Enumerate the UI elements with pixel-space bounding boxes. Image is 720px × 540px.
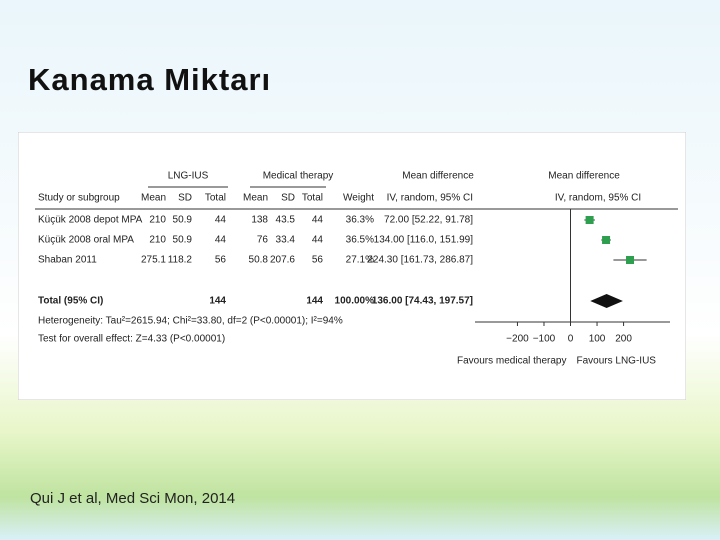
forest-plot: LNG-IUS Medical therapy Mean difference Mea…	[18, 132, 686, 400]
cell: 224.30 [161.73, 286.87]	[367, 255, 473, 266]
group-header: Medical therapy	[263, 171, 334, 182]
column-header: IV, random, 95% CI	[555, 193, 641, 204]
cell: 76	[257, 235, 269, 246]
favours-right: Favours LNG-IUS	[577, 356, 657, 367]
cell: 36.3%	[346, 215, 374, 226]
cell: Küçük 2008 oral MPA	[38, 235, 134, 246]
column-header: Weight	[343, 193, 374, 204]
column-header: Mean	[243, 193, 268, 204]
cell: 210	[149, 235, 166, 246]
effect-square	[585, 216, 594, 224]
slide-title: Kanama Miktarı	[28, 62, 272, 97]
cell: Shaban 2011	[38, 255, 97, 266]
column-header: IV, random, 95% CI	[387, 193, 473, 204]
cell: 44	[312, 215, 324, 226]
column-header: Total	[302, 193, 323, 204]
cell: 44	[312, 235, 324, 246]
cell: Total (95% CI)	[38, 296, 103, 307]
x-tick-label: −100	[533, 334, 556, 345]
x-tick-label: 200	[615, 334, 632, 345]
cell: 136.00 [74.43, 197.57]	[372, 296, 473, 307]
cell: 33.4	[276, 235, 296, 246]
x-tick-label: 0	[568, 334, 574, 345]
cell: 43.5	[276, 215, 296, 226]
summary-diamond	[590, 294, 623, 308]
x-tick-label: 100	[589, 334, 606, 345]
plot-frame	[18, 132, 686, 400]
cell: 210	[149, 215, 166, 226]
cell: 44	[215, 235, 227, 246]
citation: Qui J et al, Med Sci Mon, 2014	[30, 490, 236, 507]
column-header: SD	[178, 193, 192, 204]
group-header: Mean difference	[548, 171, 620, 182]
cell: 134.00 [116.0, 151.99]	[374, 235, 474, 246]
cell: 72.00 [52.22, 91.78]	[384, 215, 473, 226]
cell: 56	[312, 255, 324, 266]
cell: Küçük 2008 depot MPA	[38, 215, 143, 226]
cell: 50.9	[173, 215, 193, 226]
cell: 44	[215, 215, 227, 226]
group-header: LNG-IUS	[168, 171, 209, 182]
cell: 275.1	[141, 255, 166, 266]
cell: 144	[306, 296, 323, 307]
column-header: Mean	[141, 193, 166, 204]
cell: 50.8	[249, 255, 269, 266]
cell: 56	[215, 255, 227, 266]
cell: 138	[251, 215, 268, 226]
effect-square	[626, 256, 635, 264]
column-header: Total	[205, 193, 226, 204]
cell: 207.6	[270, 255, 295, 266]
column-header: SD	[281, 193, 295, 204]
heterogeneity: Heterogeneity: Tau²=2615.94; Chi²=33.80,…	[38, 316, 343, 327]
group-header: Mean difference	[402, 171, 474, 182]
favours-left: Favours medical therapy	[457, 356, 567, 367]
cell: 50.9	[173, 235, 193, 246]
overall-effect: Test for overall effect: Z=4.33 (P<0.000…	[38, 334, 225, 345]
column-header: Study or subgroup	[38, 193, 120, 204]
cell: 27.1%	[346, 255, 374, 266]
x-tick-label: −200	[506, 334, 529, 345]
cell: 144	[209, 296, 226, 307]
cell: 118.2	[168, 255, 193, 266]
cell: 36.5%	[346, 235, 374, 246]
cell: 100.00%	[335, 296, 375, 307]
effect-square	[602, 236, 611, 244]
